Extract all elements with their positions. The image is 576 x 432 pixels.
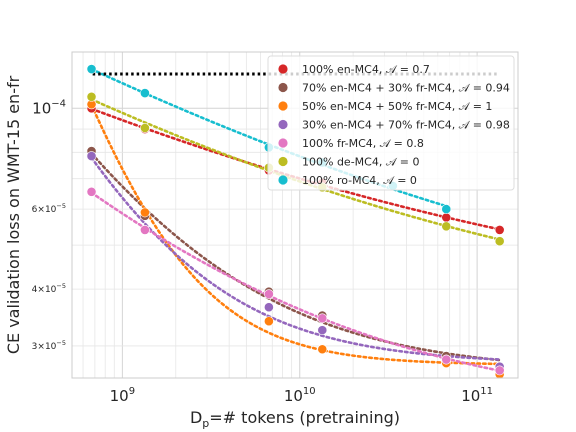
data-point-s6-6: [494, 236, 505, 247]
data-point-s5-2: [140, 225, 150, 235]
data-point-s4-3: [263, 302, 274, 313]
legend-label-1: 100% en-MC4, 𝒜 = 0.7: [302, 63, 430, 76]
data-point-s4-4: [317, 325, 328, 336]
y-tick-label-1: 10−4: [32, 98, 66, 117]
legend-label-5: 100% fr-MC4, 𝒜 = 0.8: [302, 137, 424, 150]
legend-label-7: 100% ro-MC4, 𝒜 = 0: [302, 174, 417, 187]
fit-curve-2: [90, 152, 501, 362]
legend-label-4: 30% en-MC4 + 70% fr-MC4, 𝒜 = 0.98: [302, 119, 510, 132]
legend-marker-1: [278, 64, 288, 74]
data-point-s7-2: [140, 88, 150, 98]
plot-frame: [71, 51, 519, 379]
legend-marker-4: [278, 119, 288, 130]
fit-curve-3: [90, 103, 501, 366]
legend: 100% en-MC4, 𝒜 = 0.7 70% en-MC4 + 30% fr-…: [267, 55, 515, 191]
y-tick-label-4: 3×10−5: [32, 339, 66, 352]
data-point-s1-5: [441, 212, 452, 223]
data-point-s6-2: [140, 123, 150, 133]
data-point-s7-6: [441, 204, 452, 215]
data-point-s6-1: [86, 91, 97, 102]
y-tick-label-3: 4×10−5: [32, 282, 66, 295]
legend-box: [267, 55, 515, 191]
legend-marker-2: [278, 82, 288, 93]
x-tick-label-2: 1010: [284, 386, 316, 405]
data-point-s3-4: [317, 344, 328, 355]
data-point-s5-6: [494, 365, 505, 376]
data-point-s5-1: [86, 186, 97, 197]
data-point-s4-1: [86, 151, 97, 161]
legend-marker-5: [278, 138, 288, 148]
data-point-s3-3: [263, 316, 274, 327]
x-tick-label-3: 1011: [461, 386, 493, 405]
y-tick-label-2: 6×10−5: [32, 202, 66, 215]
fit-curve-4: [90, 156, 501, 361]
legend-label-6: 100% de-MC4, 𝒜 = 0: [302, 156, 419, 169]
data-point-s1-6: [494, 225, 505, 235]
legend-marker-7: [278, 175, 288, 185]
fit-curve-5: [90, 191, 501, 373]
y-tick-labels: 10−4 6×10−5 4×10−5 3×10−5: [32, 98, 66, 352]
data-point-s5-5: [441, 354, 452, 365]
x-axis-label: Dp=# tokens (pretraining): [190, 408, 400, 430]
legend-marker-3: [278, 101, 288, 111]
data-point-s6-5: [441, 221, 452, 232]
x-tick-label-1: 109: [110, 386, 135, 405]
legend-label-2: 70% en-MC4 + 30% fr-MC4, 𝒜 = 0.94: [302, 82, 510, 95]
legend-marker-6: [278, 156, 288, 167]
x-tick-labels: 109 1010 1011: [110, 386, 493, 405]
data-point-s7-1: [86, 64, 97, 74]
data-point-s5-3: [263, 289, 274, 300]
data-point-s5-4: [317, 313, 328, 324]
legend-label-3: 50% en-MC4 + 50% fr-MC4, 𝒜 = 1: [302, 100, 492, 113]
y-axis-label: CE validation loss on WMT-15 en-fr: [4, 75, 23, 354]
data-point-s3-2: [140, 207, 150, 218]
